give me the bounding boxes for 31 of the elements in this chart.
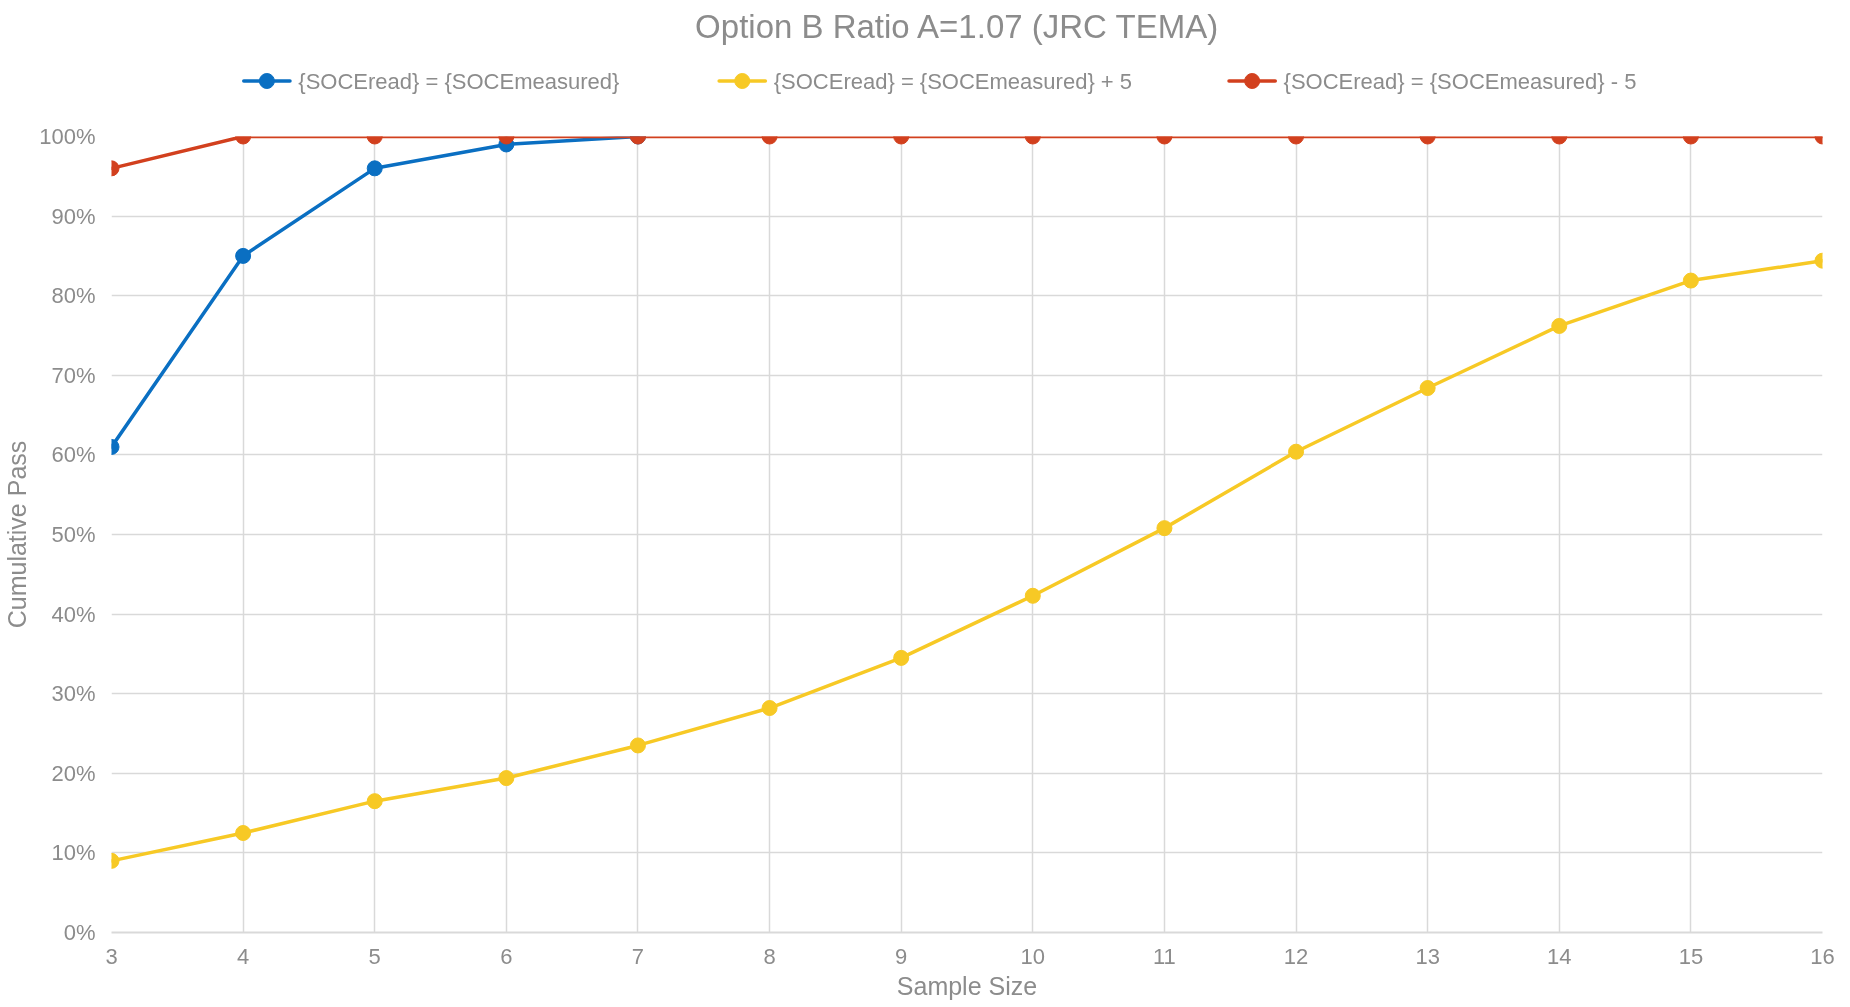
y-tick-label: 70% <box>51 362 96 388</box>
legend-label: {SOCEread} = {SOCEmeasured} + 5 <box>773 68 1133 94</box>
y-tick-label: 0% <box>63 920 96 945</box>
x-tick-label: 14 <box>1547 943 1572 969</box>
x-tick-label: 4 <box>237 943 250 969</box>
x-axis-title: Sample Size <box>896 971 1038 1000</box>
y-tick-label: 20% <box>51 760 96 786</box>
x-tick-label: 11 <box>1153 943 1176 969</box>
y-tick-label: 40% <box>51 601 96 627</box>
x-tick-label: 13 <box>1415 943 1440 969</box>
x-tick-label: 6 <box>500 943 513 969</box>
x-tick-label: 16 <box>1810 943 1835 969</box>
y-tick-label: 90% <box>51 203 96 229</box>
y-tick-label: 100% <box>39 124 96 149</box>
x-tick-label: 15 <box>1678 943 1704 969</box>
x-tick-label: 10 <box>1020 943 1046 969</box>
legend-label: {SOCEread} = {SOCEmeasured} - 5 <box>1283 68 1637 94</box>
x-tick-label: 5 <box>368 943 381 969</box>
y-tick-label: 80% <box>51 283 96 309</box>
x-tick-label: 9 <box>895 943 908 969</box>
y-axis-title: Cumulative Pass <box>3 440 32 629</box>
x-tick-label: 7 <box>631 943 645 969</box>
legend-label: {SOCEread} = {SOCEmeasured} <box>298 68 620 94</box>
x-tick-label: 3 <box>105 943 118 969</box>
y-tick-label: 10% <box>51 840 96 866</box>
y-tick-label: 50% <box>51 522 96 547</box>
y-tick-label: 30% <box>51 681 96 707</box>
x-tick-label: 12 <box>1283 943 1309 969</box>
x-tick-label: 8 <box>763 943 776 969</box>
chart-title: Option B Ratio A=1.07 (JRC TEMA) <box>695 7 1219 45</box>
y-tick-label: 60% <box>51 442 96 468</box>
